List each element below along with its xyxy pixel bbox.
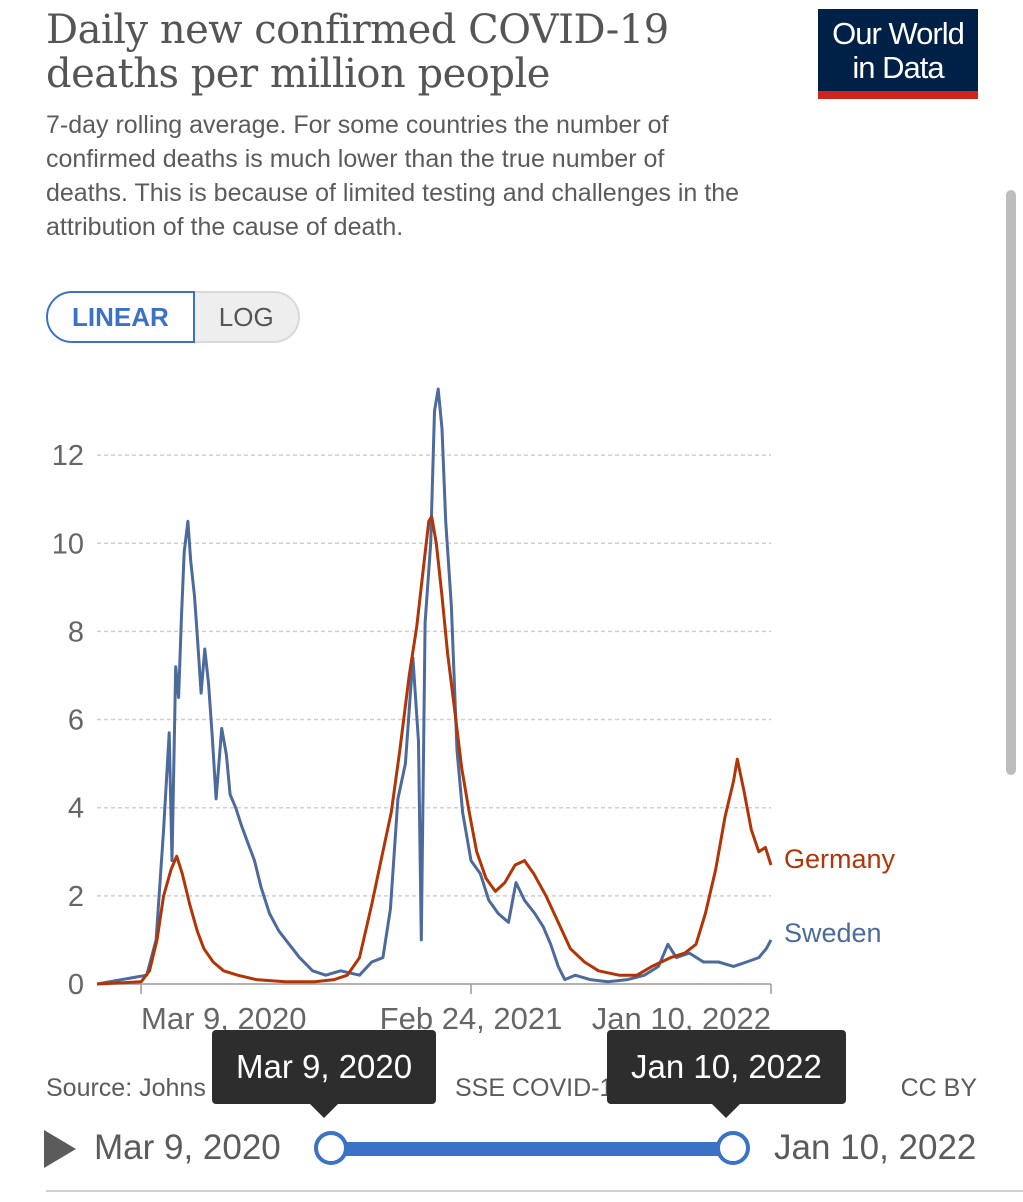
start-date-tooltip: Mar 9, 2020 [212, 1030, 437, 1118]
linear-scale-button[interactable]: LINEAR [46, 291, 195, 343]
y-tick-label: 10 [52, 528, 84, 560]
end-date-tooltip: Jan 10, 2022 [607, 1030, 846, 1118]
source-text: Source: Johns [46, 1074, 206, 1102]
timeline-range-track[interactable] [334, 1142, 733, 1156]
scale-toggle: LINEAR LOG [46, 291, 300, 343]
tab-bar-edge [46, 1190, 1023, 1202]
series-label-germany[interactable]: Germany [784, 844, 896, 874]
x-axis-ticks: Mar 9, 2020 Feb 24, 2021 Jan 10, 2022 [140, 984, 772, 1036]
series-line-germany[interactable] [96, 515, 773, 986]
source-text-continued: SSE COVID-1 [455, 1074, 614, 1102]
y-tick-label: 0 [68, 969, 84, 1001]
owid-logo[interactable]: Our World in Data [818, 9, 978, 99]
chart-subtitle: 7-day rolling average. For some countrie… [46, 111, 740, 241]
timeline-start-handle[interactable] [314, 1131, 348, 1165]
line-chart[interactable]: 0 2 4 6 8 10 12 Mar 9, 2020 Feb 24, 2021 Jan 10,… [0, 370, 1023, 1040]
series-labels: Sweden Germany [784, 844, 896, 948]
y-tick-label: 12 [52, 440, 84, 472]
y-tick-label: 4 [68, 793, 84, 825]
series-lines [96, 387, 773, 986]
series-line-sweden[interactable] [96, 387, 773, 986]
y-tick-label: 8 [68, 616, 84, 648]
play-icon[interactable] [44, 1130, 76, 1168]
chart-title: Daily new confirmed COVID-19 deaths per … [46, 7, 669, 97]
y-tick-label: 2 [68, 881, 84, 913]
log-scale-button[interactable]: LOG [194, 291, 300, 343]
timeline-start-label: Mar 9, 2020 [94, 1128, 281, 1167]
scrollbar[interactable] [1006, 190, 1016, 775]
y-axis-ticks: 0 2 4 6 8 10 12 [52, 440, 84, 1001]
timeline-end-handle[interactable] [716, 1131, 750, 1165]
timeline-end-label: Jan 10, 2022 [774, 1128, 977, 1167]
y-tick-label: 6 [68, 705, 84, 737]
license-link[interactable]: CC BY [900, 1074, 977, 1102]
series-label-sweden[interactable]: Sweden [784, 918, 882, 948]
